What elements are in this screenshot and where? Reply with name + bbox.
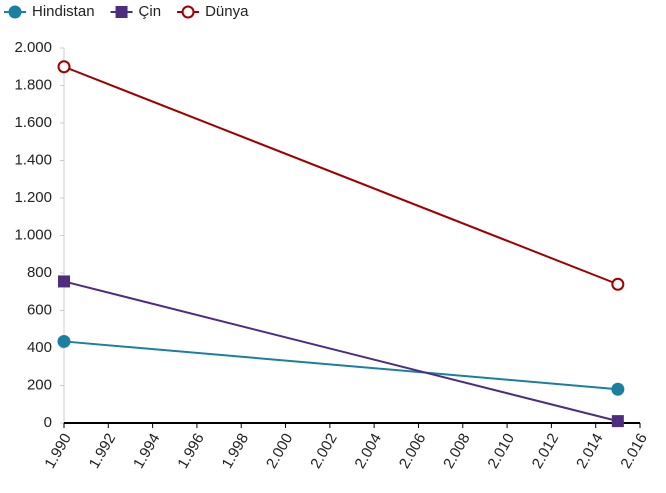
series-line xyxy=(63,340,618,391)
x-tick-label: 2.012 xyxy=(529,430,562,471)
y-tick-label: 1.600 xyxy=(14,114,52,131)
y-tick-label: 200 xyxy=(27,376,52,393)
marker xyxy=(57,60,71,74)
legend-label: Çin xyxy=(139,3,162,20)
y-tick-label: 1.200 xyxy=(14,189,52,206)
legend-item: Hindistan xyxy=(4,3,95,20)
legend-item: Dünya xyxy=(177,3,249,20)
y-tick-label: 400 xyxy=(27,339,52,356)
marker xyxy=(58,275,70,288)
x-tick-label: 2.010 xyxy=(484,430,517,471)
legend-marker xyxy=(181,5,195,19)
y-tick-label: 0 xyxy=(44,414,52,431)
y-tick-label: 1.800 xyxy=(14,76,52,93)
marker xyxy=(57,334,71,348)
legend-marker xyxy=(8,5,22,19)
x-tick-label: 2.016 xyxy=(617,430,650,471)
legend-label: Dünya xyxy=(205,3,249,20)
x-tick-label: 2.000 xyxy=(263,430,296,471)
x-tick-label: 2.014 xyxy=(573,430,606,471)
legend-item: Çin xyxy=(110,3,162,20)
marker xyxy=(611,277,625,291)
y-tick-label: 1.400 xyxy=(14,151,52,168)
series xyxy=(58,275,624,428)
series xyxy=(57,60,625,291)
x-tick-label: 2.008 xyxy=(440,430,473,471)
x-tick-label: 1.996 xyxy=(174,430,207,471)
series xyxy=(57,334,625,396)
x-tick-label: 2.004 xyxy=(352,430,385,471)
marker xyxy=(611,382,625,396)
x-tick-label: 1.994 xyxy=(130,430,163,471)
x-tick-label: 1.998 xyxy=(219,430,252,471)
x-tick-label: 2.002 xyxy=(307,430,340,471)
y-tick-label: 2.000 xyxy=(14,39,52,56)
legend-label: Hindistan xyxy=(32,3,95,20)
legend-marker xyxy=(115,6,128,18)
y-tick-label: 800 xyxy=(27,264,52,281)
marker xyxy=(611,415,624,428)
x-tick-label: 1.990 xyxy=(41,430,74,471)
y-tick-label: 600 xyxy=(27,301,52,318)
series-line xyxy=(63,280,619,423)
x-tick-label: 2.006 xyxy=(396,430,429,471)
series-line xyxy=(63,65,619,286)
x-tick-label: 1.992 xyxy=(86,430,119,471)
y-tick-label: 1.000 xyxy=(14,226,52,243)
